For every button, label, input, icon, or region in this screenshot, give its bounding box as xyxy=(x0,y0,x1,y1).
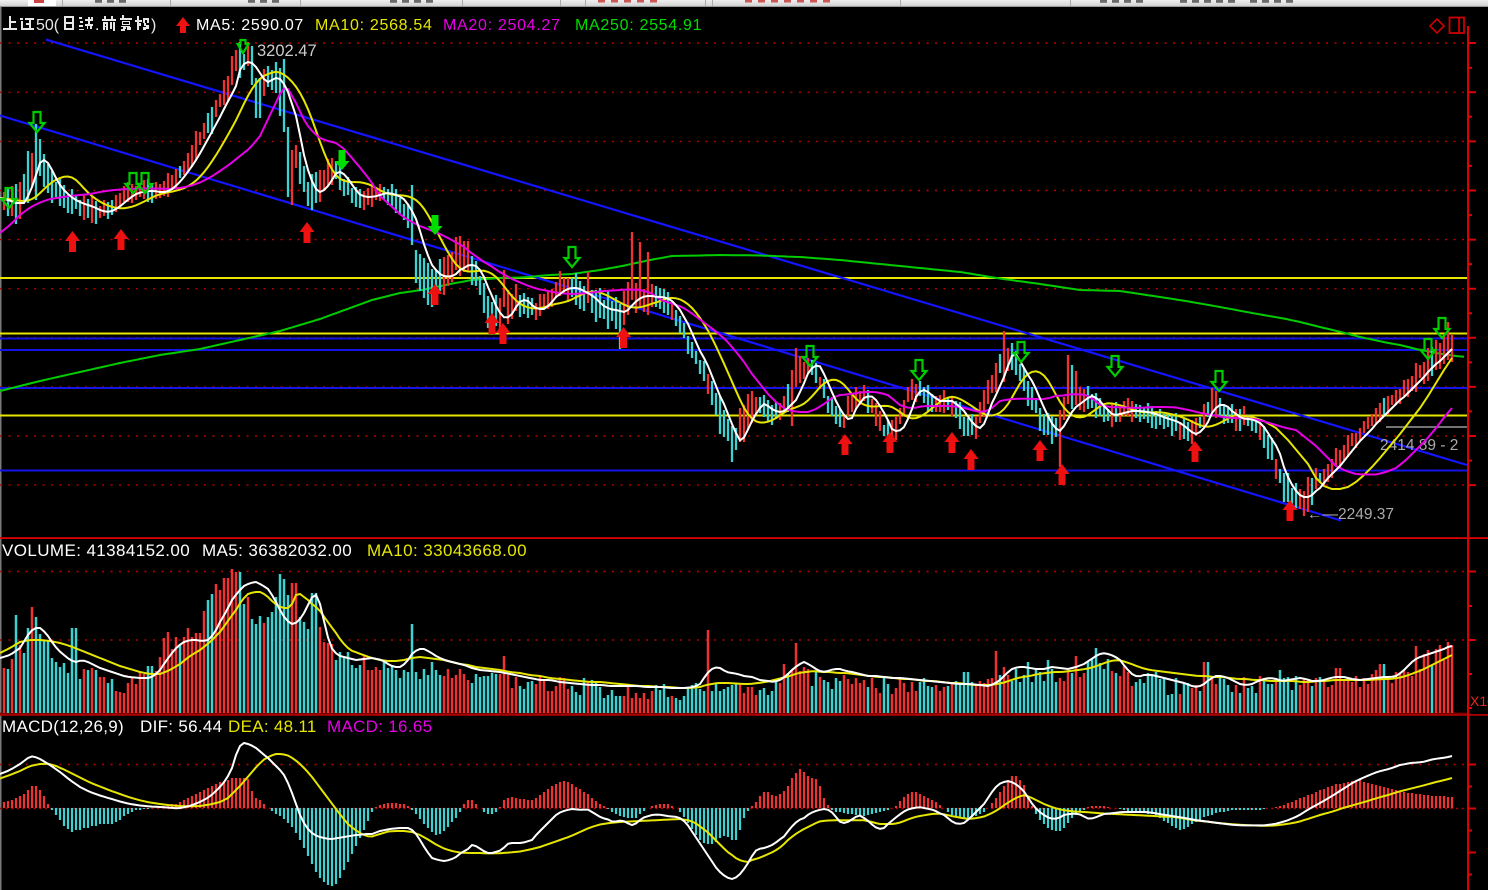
svg-text:←—2249.37: ←—2249.37 xyxy=(1307,506,1394,523)
svg-text:MA5: 2590.07: MA5: 2590.07 xyxy=(196,17,304,34)
svg-text:): ) xyxy=(151,17,156,34)
svg-text:MA250: 2554.91: MA250: 2554.91 xyxy=(575,17,702,34)
svg-text:MACD: 16.65: MACD: 16.65 xyxy=(327,717,432,736)
svg-text:.: . xyxy=(95,17,99,34)
svg-text:3202.47: 3202.47 xyxy=(257,42,317,60)
svg-text:MA10: 2568.54: MA10: 2568.54 xyxy=(315,17,433,34)
svg-text:MA5: 36382032.00: MA5: 36382032.00 xyxy=(202,541,352,560)
svg-text:DEA: 48.11: DEA: 48.11 xyxy=(228,717,317,736)
svg-text:X10: X10 xyxy=(1470,693,1488,709)
svg-text:50(: 50( xyxy=(36,17,60,34)
svg-text:VOLUME: 41384152.00: VOLUME: 41384152.00 xyxy=(2,541,190,560)
svg-text:MA20: 2504.27: MA20: 2504.27 xyxy=(443,17,561,34)
svg-text:DIF: 56.44: DIF: 56.44 xyxy=(140,717,222,736)
svg-text:MA10: 33043668.00: MA10: 33043668.00 xyxy=(367,541,527,560)
svg-text:MACD(12,26,9): MACD(12,26,9) xyxy=(2,717,124,736)
